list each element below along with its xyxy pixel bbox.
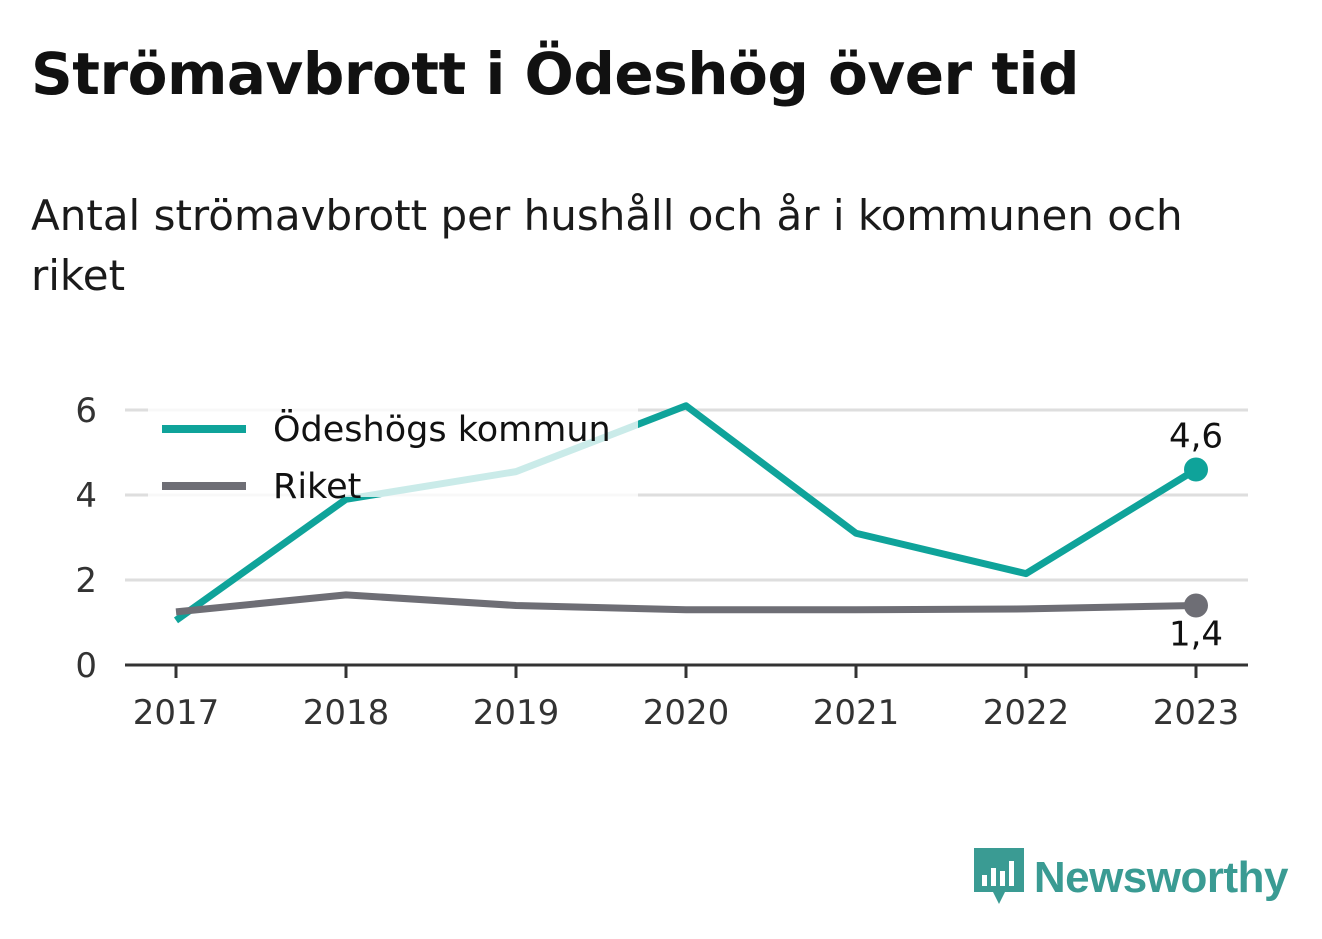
series-line-1 <box>175 591 1197 616</box>
x-tick-label-2023: 2023 <box>1153 693 1240 733</box>
legend: Ödeshögs kommun Riket <box>148 405 638 507</box>
end-marker-1 <box>1184 593 1208 618</box>
x-axis: 2017 2018 2019 2020 2021 2022 2023 <box>125 663 1248 733</box>
legend-label-1: Riket <box>273 467 361 507</box>
y-axis-ticks: 0 2 4 6 <box>75 391 97 686</box>
series-line-0 <box>173 402 1198 624</box>
end-labels: 4,6 1,4 <box>1169 417 1223 655</box>
y-tick-label-4: 4 <box>75 476 97 516</box>
end-label-0: 4,6 <box>1169 417 1223 457</box>
legend-background <box>148 405 638 497</box>
x-tick-label-2022: 2022 <box>983 693 1070 733</box>
x-tick-label-2021: 2021 <box>813 693 900 733</box>
x-tick-label-2020: 2020 <box>643 693 730 733</box>
y-tick-label-6: 6 <box>75 391 97 431</box>
brand: Newsworthy <box>973 848 1289 908</box>
y-tick-label-2: 2 <box>75 561 97 601</box>
brand-name: Newsworthy <box>1033 853 1289 902</box>
newsworthy-logo-icon <box>973 848 1024 904</box>
end-marker-0 <box>1184 457 1208 482</box>
x-tick-label-2019: 2019 <box>473 693 560 733</box>
chart-title: Strömavbrott i Ödeshög över tid <box>31 40 1079 108</box>
series-lines <box>173 402 1198 624</box>
legend-label-0: Ödeshögs kommun <box>273 408 611 450</box>
x-tick-label-2017: 2017 <box>133 693 220 733</box>
chart-subtitle: Antal strömavbrott per hushåll och år i … <box>31 191 1183 300</box>
x-tick-label-2018: 2018 <box>303 693 390 733</box>
y-tick-label-0: 0 <box>75 646 97 686</box>
end-label-1: 1,4 <box>1169 615 1223 655</box>
